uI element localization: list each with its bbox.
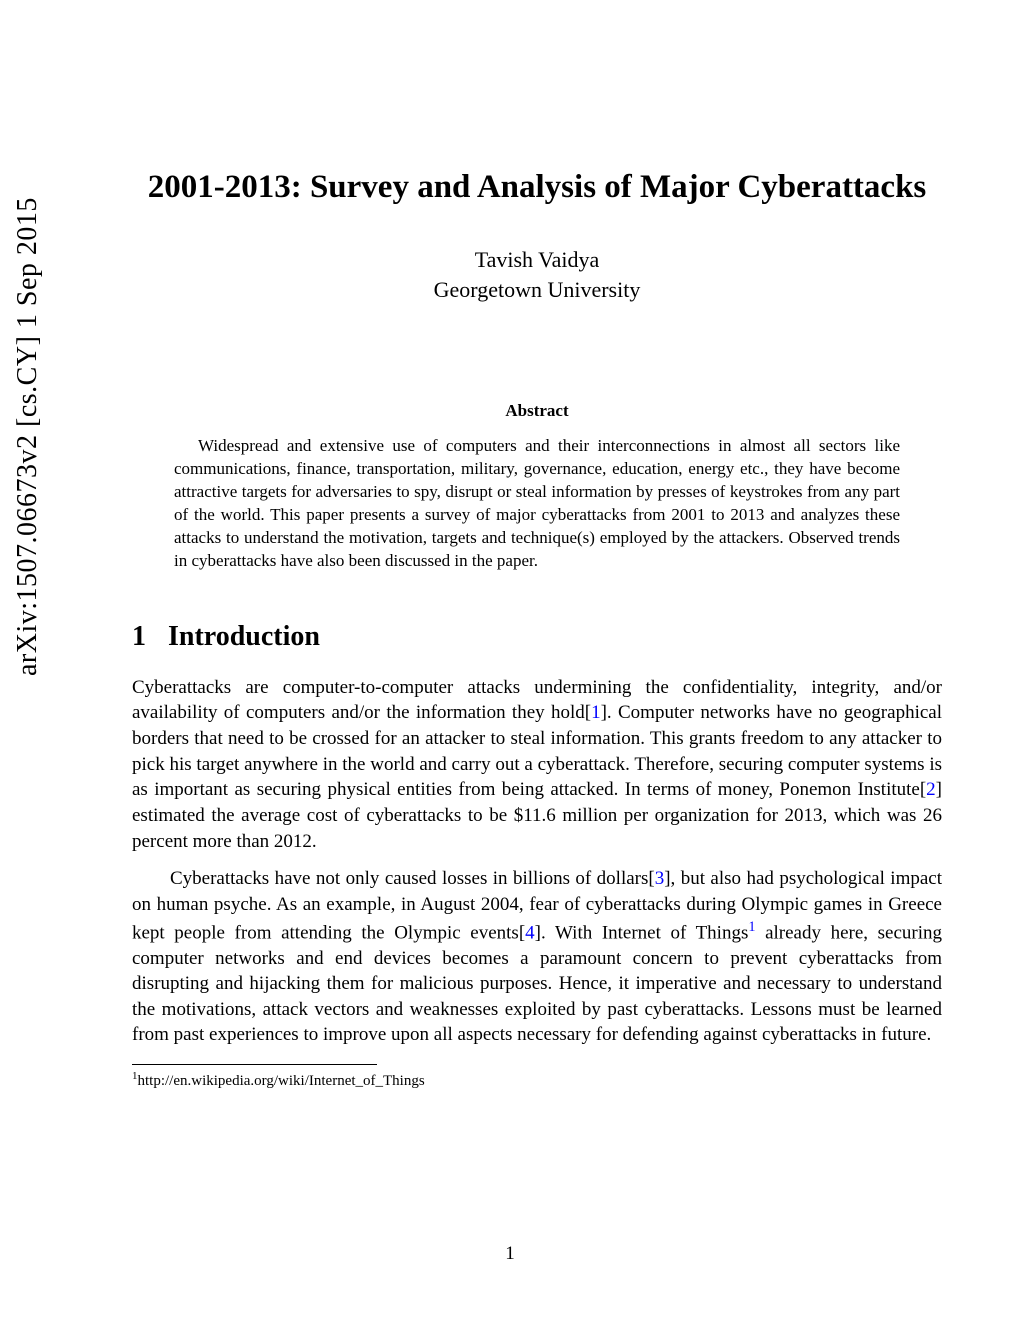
body-paragraph-1: Cyberattacks are computer-to-computer at… [132, 675, 942, 854]
citation-link-1[interactable]: 1 [591, 702, 601, 723]
author-block: Tavish Vaidya Georgetown University [132, 245, 942, 307]
arxiv-identifier: arXiv:1507.06673v2 [cs.CY] 1 Sep 2015 [12, 197, 44, 676]
author-name: Tavish Vaidya [475, 247, 600, 272]
footnote-rule [132, 1064, 377, 1065]
body-paragraph-2: Cyberattacks have not only caused losses… [132, 866, 942, 1048]
page-number: 1 [0, 1243, 1020, 1265]
abstract-text: Widespread and extensive use of computer… [174, 435, 900, 573]
footnote-1: 1http://en.wikipedia.org/wiki/Internet_o… [132, 1069, 942, 1092]
page-content: 2001-2013: Survey and Analysis of Major … [132, 0, 942, 1092]
footnote-text: http://en.wikipedia.org/wiki/Internet_of… [138, 1073, 425, 1089]
section-heading: 1 Introduction [132, 621, 942, 653]
citation-link-4[interactable]: 4 [525, 922, 535, 943]
section-number: 1 [132, 621, 146, 653]
paper-title: 2001-2013: Survey and Analysis of Major … [132, 165, 942, 210]
abstract-heading: Abstract [132, 401, 942, 421]
author-affiliation: Georgetown University [434, 277, 641, 302]
text-run: Cyberattacks have not only caused losses… [170, 868, 655, 889]
text-run: ]. With Internet of Things [535, 922, 749, 943]
citation-link-3[interactable]: 3 [655, 868, 665, 889]
section-title: Introduction [168, 621, 320, 652]
citation-link-2[interactable]: 2 [926, 779, 936, 800]
